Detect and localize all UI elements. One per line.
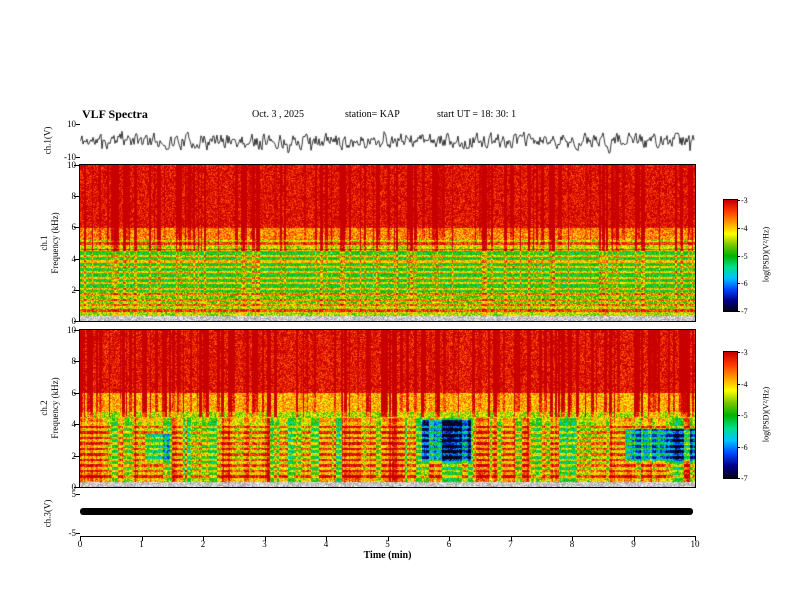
tick-label: 2 (52, 285, 77, 295)
tick-label: 8 (569, 539, 575, 549)
tick-label: 0 (52, 482, 77, 492)
tick-mark (76, 157, 80, 158)
station-label: station= KAP (345, 109, 400, 120)
tick-label: -4 (741, 379, 748, 389)
tick-label: -3 (741, 196, 748, 205)
time-axis-title: Time (min) (363, 550, 412, 561)
tick-mark (695, 537, 696, 541)
tick-mark (80, 537, 81, 541)
tick-mark (76, 494, 80, 495)
tick-label: -10 (64, 152, 76, 162)
tick-label: 8 (52, 191, 77, 201)
tick-label: -6 (741, 442, 748, 452)
tick-label: 9 (631, 539, 636, 549)
tick-label: 10 (67, 325, 76, 335)
tick-mark (510, 537, 512, 541)
tick-mark (74, 227, 80, 229)
tick-mark (74, 330, 80, 331)
tick-mark (737, 200, 740, 201)
tick-mark (74, 392, 80, 394)
tick-label: -7 (741, 474, 748, 483)
tick-label: -5 (68, 528, 77, 538)
tick-label: 0 (77, 539, 83, 549)
date-label: Oct. 3 , 2025 (252, 109, 304, 120)
tick-mark (74, 289, 80, 291)
tick-label: -3 (741, 348, 748, 357)
tick-mark (74, 165, 80, 166)
tick-mark (737, 415, 740, 416)
tick-label: 8 (52, 356, 77, 366)
tick-label: 10 (67, 119, 76, 129)
ch2-spectrogram-heatmap (79, 329, 696, 488)
tick-label: 10 (67, 160, 76, 170)
tick-label: -4 (741, 223, 748, 233)
tick-label: 2 (52, 451, 77, 461)
tick-label: 7 (508, 539, 513, 549)
tick-label: 6 (52, 222, 77, 232)
tick-label: 10 (690, 539, 700, 549)
start-ut-label: start UT = 18: 30: 1 (437, 109, 517, 120)
time-axis-line (80, 536, 696, 537)
tick-label: 5 (71, 489, 77, 499)
tick-mark (74, 487, 80, 488)
tick-label: -5 (741, 411, 748, 420)
tick-label: 4 (323, 539, 329, 549)
ch1-waveform-plot (80, 124, 695, 158)
ch1-spectrogram-heatmap (79, 164, 696, 322)
tick-mark (74, 258, 80, 260)
ch3-voltage-axis-label: ch.3(V) (42, 499, 53, 528)
tick-mark (449, 537, 450, 541)
tick-label: -7 (741, 307, 748, 316)
tick-label: -5 (741, 251, 748, 261)
tick-label: 4 (52, 254, 77, 264)
tick-mark (74, 196, 80, 198)
tick-mark (74, 424, 80, 426)
tick-mark (326, 537, 327, 541)
tick-mark (737, 446, 740, 448)
tick-mark (737, 478, 740, 479)
tick-mark (737, 383, 740, 385)
tick-mark (737, 255, 740, 257)
tick-label: 2 (200, 539, 206, 549)
tick-mark (74, 361, 80, 363)
tick-mark (76, 124, 80, 125)
tick-mark (141, 537, 143, 541)
tick-mark (737, 311, 740, 312)
tick-label: 6 (52, 388, 77, 398)
tick-label: -6 (741, 279, 748, 289)
tick-label: 6 (446, 539, 452, 549)
tick-mark (387, 537, 389, 541)
tick-label: 3 (262, 539, 267, 549)
tick-mark (737, 352, 740, 353)
tick-mark (572, 537, 573, 541)
tick-label: 1 (139, 539, 144, 549)
tick-label: 0 (52, 316, 77, 326)
ch3-flatline-trace (80, 508, 693, 515)
tick-mark (76, 533, 80, 534)
tick-mark (203, 537, 204, 541)
tick-label: 4 (52, 419, 77, 429)
tick-mark (633, 537, 635, 541)
colorbar-1 (723, 199, 738, 312)
figure-title: VLF Spectra (82, 107, 148, 121)
tick-mark (74, 455, 80, 457)
ch1-axis-channel-label: ch.1 (39, 235, 49, 251)
tick-mark (737, 227, 740, 229)
colorbar-2 (723, 351, 738, 479)
tick-mark (737, 283, 740, 285)
tick-mark (74, 321, 80, 322)
tick-mark (264, 537, 266, 541)
tick-label: 5 (385, 539, 390, 549)
